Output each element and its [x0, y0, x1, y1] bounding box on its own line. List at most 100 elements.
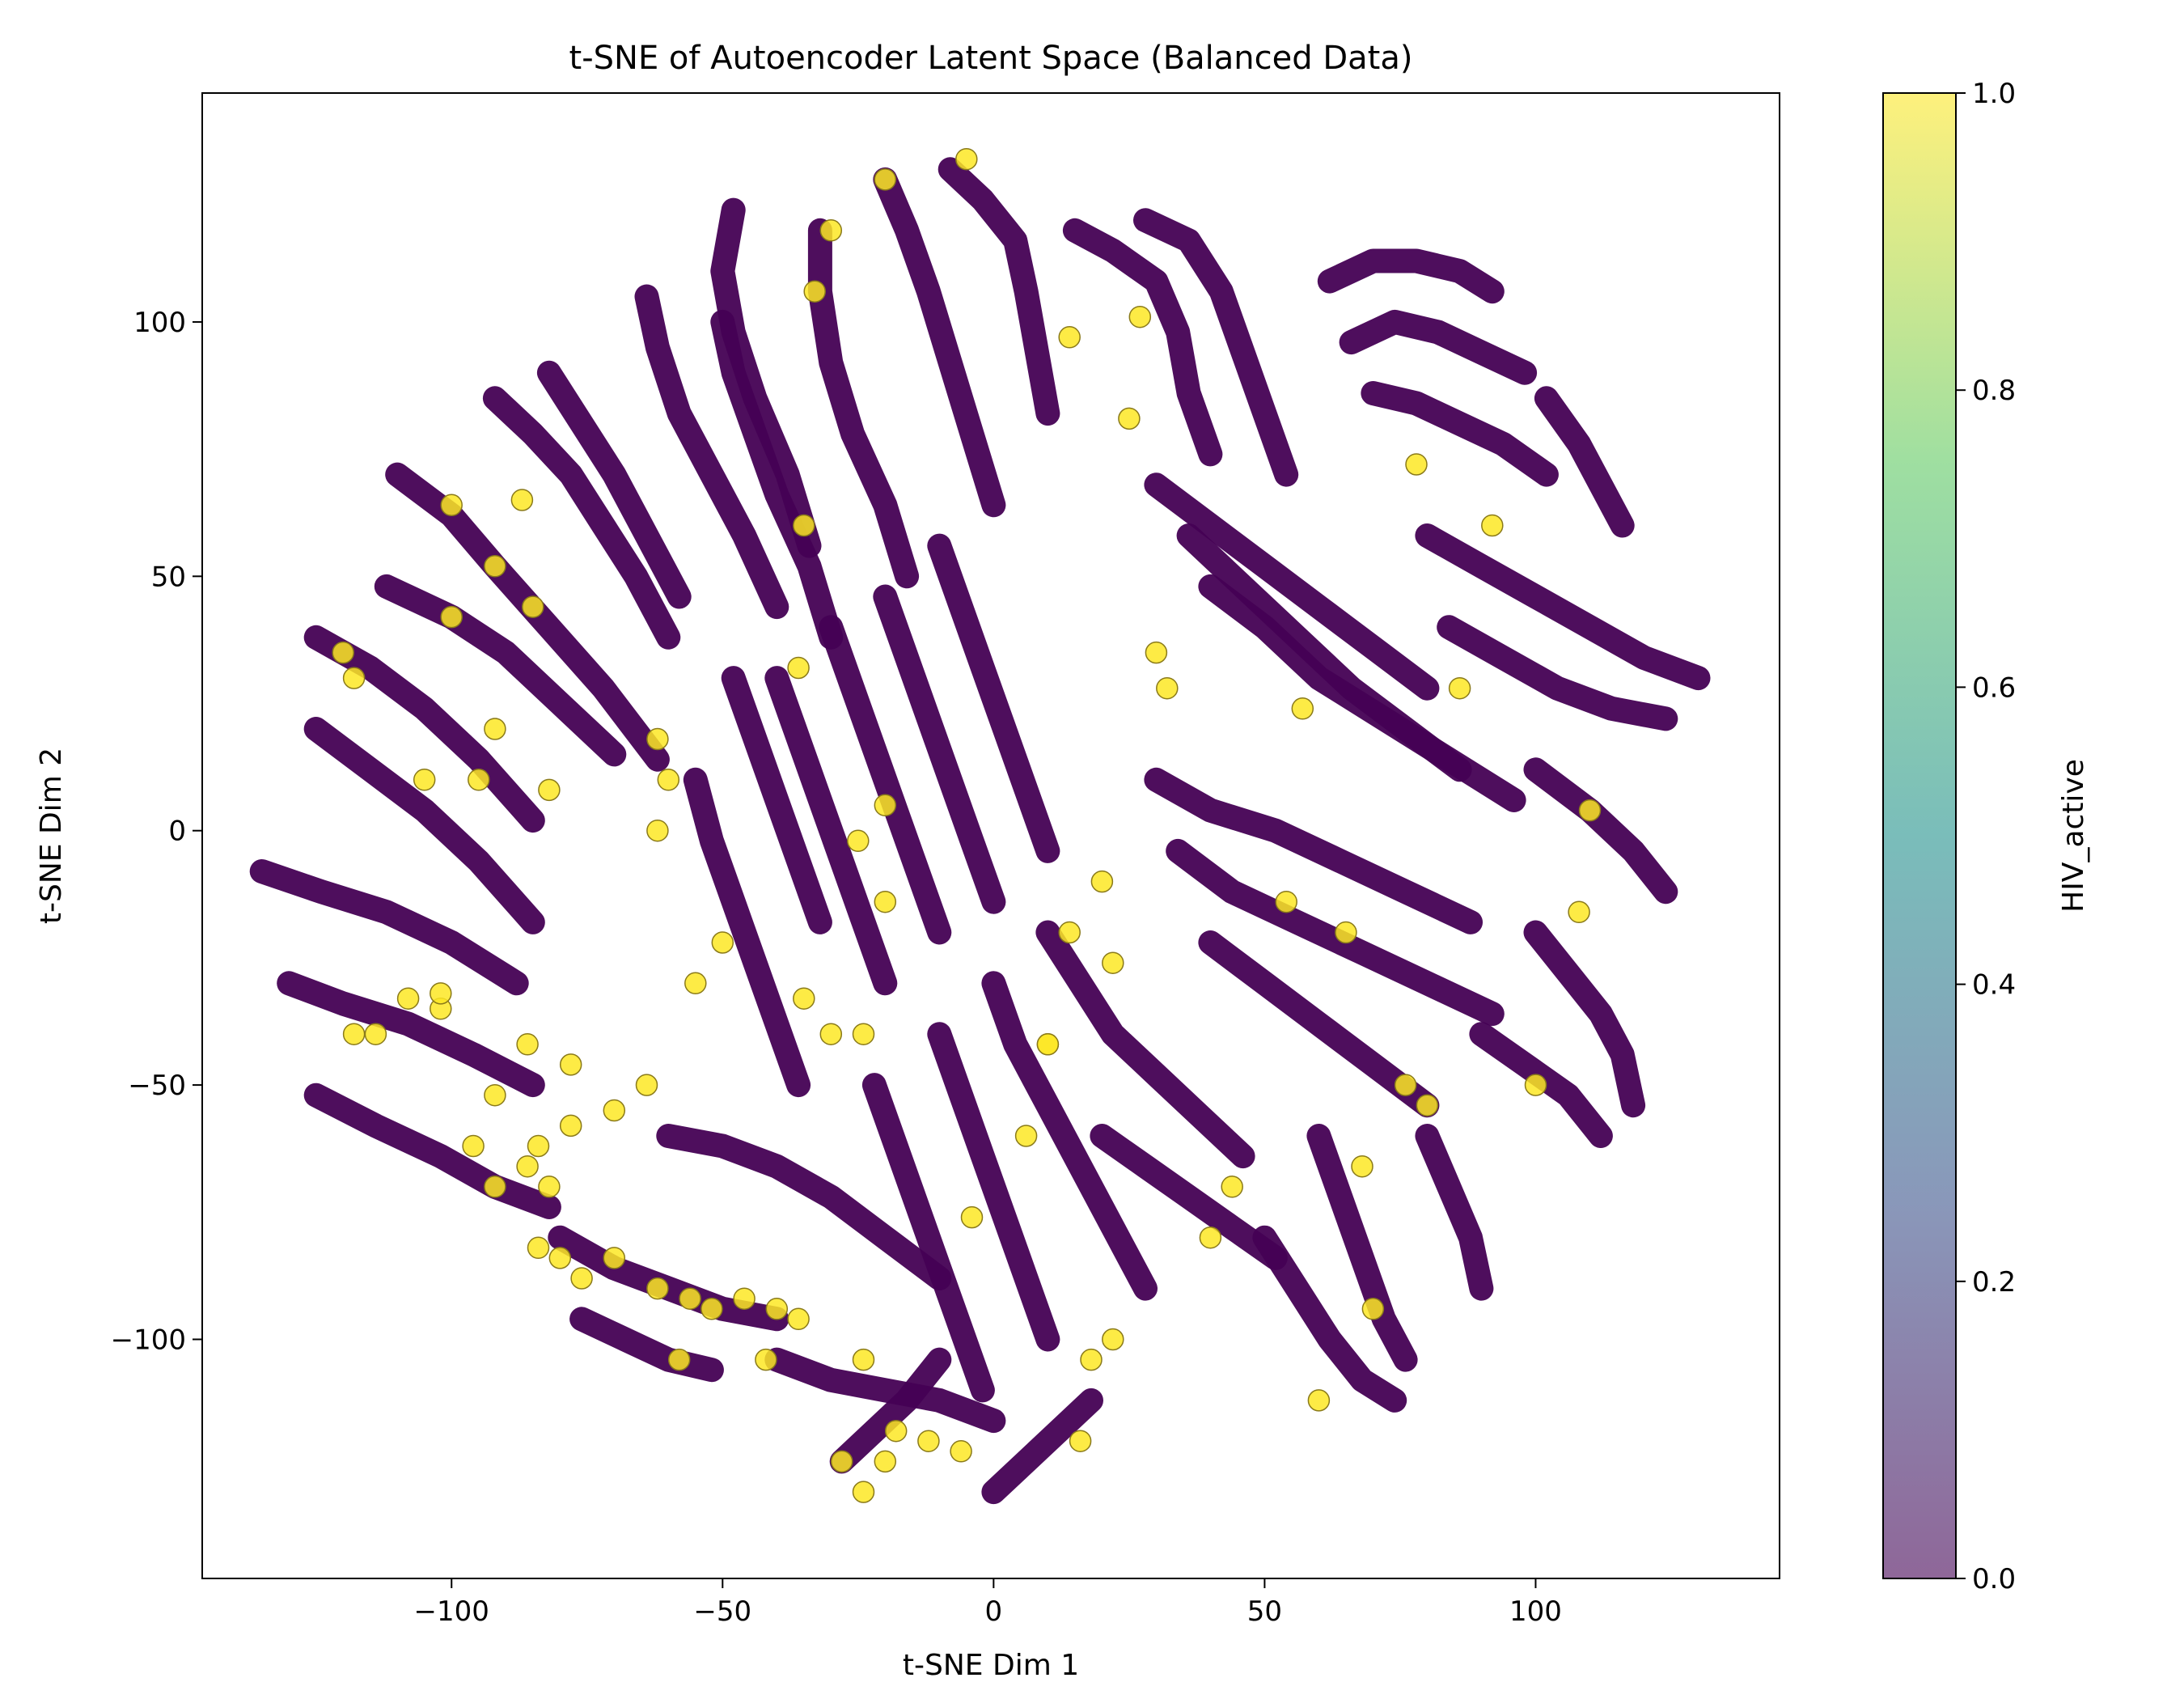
active-point [1128, 305, 1152, 328]
x-axis: −100 −50 0 50 100 [414, 1578, 1562, 1628]
active-point [1080, 1348, 1103, 1371]
active-point [1416, 1094, 1439, 1116]
inactive-cluster-strand [981, 971, 1158, 1301]
inactive-cluster-strand [536, 360, 692, 609]
inactive-cluster-strand [303, 1083, 561, 1219]
colorbar-tick-label: 0.0 [1972, 1563, 2016, 1595]
active-point [679, 1287, 701, 1310]
active-point [1069, 1430, 1092, 1452]
active-point [603, 1099, 626, 1122]
active-point [852, 1348, 875, 1371]
active-point [950, 1440, 972, 1463]
colorbar-tick-label: 0.4 [1972, 969, 2016, 1002]
plot-frame [201, 92, 1780, 1579]
inactive-cluster-strand [1198, 930, 1440, 1118]
active-point [522, 595, 544, 618]
x-tick-label: 50 [1247, 1595, 1282, 1628]
inactive-cluster-strand [1062, 218, 1223, 467]
active-point [1394, 1074, 1417, 1096]
colorbar: 0.0 0.2 0.4 0.6 0.8 1.0 HIV_active [1882, 78, 2090, 1595]
x-axis-label: t-SNE Dim 1 [903, 1649, 1079, 1682]
inactive-cluster-strand [1339, 309, 1538, 385]
inactive-cluster-strand [1534, 386, 1635, 538]
active-point [484, 718, 506, 740]
active-point [510, 489, 534, 511]
inactive-cluster-strand [1317, 248, 1505, 304]
active-point [1014, 1125, 1038, 1147]
active-point [793, 987, 815, 1010]
active-point [1405, 453, 1428, 476]
inactive-cluster-strand [1523, 920, 1646, 1118]
active-point [700, 1298, 723, 1320]
active-point [396, 987, 420, 1010]
y-tick-label: 100 [133, 307, 186, 339]
active-point [960, 1205, 984, 1229]
active-point [646, 727, 669, 751]
plot-area [249, 147, 1711, 1505]
inactive-cluster-strand [873, 584, 1006, 914]
colorbar-tick-label: 0.6 [1972, 672, 2016, 704]
active-point [1118, 407, 1141, 430]
active-point [462, 1134, 485, 1158]
y-tick-label: 50 [151, 561, 186, 593]
active-point [548, 1247, 572, 1269]
active-point [1361, 1298, 1385, 1320]
colorbar-ticks: 0.0 0.2 0.4 0.6 0.8 1.0 [1956, 78, 2016, 1595]
inactive-cluster-strand [303, 717, 545, 934]
colorbar-tick-label: 1.0 [1972, 78, 2016, 110]
active-point [430, 982, 452, 1005]
active-point [819, 219, 843, 242]
active-point [657, 769, 680, 791]
inactive-cluster-strand [634, 284, 789, 620]
active-point [1058, 326, 1081, 349]
inactive-cluster-strand [1306, 1124, 1418, 1372]
active-point [1307, 1389, 1331, 1412]
active-point [342, 1023, 366, 1045]
y-axis-label: t-SNE Dim 2 [35, 748, 68, 924]
active-point [1102, 951, 1124, 974]
active-point [1275, 890, 1297, 913]
active-point [1058, 921, 1081, 944]
active-point [1156, 676, 1179, 700]
inactive-cluster-strand [861, 1073, 995, 1403]
inactive-cluster-strand [1035, 920, 1255, 1169]
inactive-cluster-strand [829, 1347, 952, 1474]
inactive-cluster-strand [807, 218, 920, 589]
colorbar-gradient [1883, 93, 1956, 1578]
active-point [1578, 799, 1602, 822]
active-point [847, 829, 870, 853]
active-point [484, 1176, 506, 1198]
inactive-cluster-strand [656, 1124, 952, 1290]
x-tick-label: −50 [693, 1595, 751, 1628]
y-tick-label: 0 [168, 816, 186, 848]
colorbar-tick-label: 0.2 [1972, 1266, 2016, 1299]
active-point [440, 494, 463, 517]
active-point [874, 1450, 897, 1473]
inactive-cluster-strand [819, 615, 952, 945]
active-point [646, 819, 669, 842]
active-point [793, 514, 815, 537]
active-point [787, 656, 810, 680]
x-tick-label: 100 [1509, 1595, 1562, 1628]
active-point [667, 1348, 691, 1371]
inactive-cluster-strand [927, 533, 1060, 863]
active-point [538, 778, 561, 802]
active-point [874, 890, 897, 913]
active-point [1335, 921, 1357, 944]
active-point [527, 1134, 550, 1158]
y-tick-label: −50 [128, 1070, 186, 1102]
active-point [413, 769, 436, 791]
inactive-cluster-strand [374, 574, 627, 767]
active-point [803, 280, 826, 303]
active-point [468, 769, 490, 791]
active-point [570, 1267, 593, 1290]
inactive-cluster-strand [1361, 381, 1559, 487]
active-point [1199, 1226, 1222, 1249]
inactive-cluster-strand [721, 666, 832, 934]
active-point [1481, 514, 1504, 537]
active-point [1221, 1176, 1243, 1198]
inactive-cluster-strand [764, 666, 898, 996]
active-point [884, 1419, 908, 1443]
inactive-cluster-strand [710, 197, 822, 558]
inactive-cluster-strand [683, 767, 811, 1098]
